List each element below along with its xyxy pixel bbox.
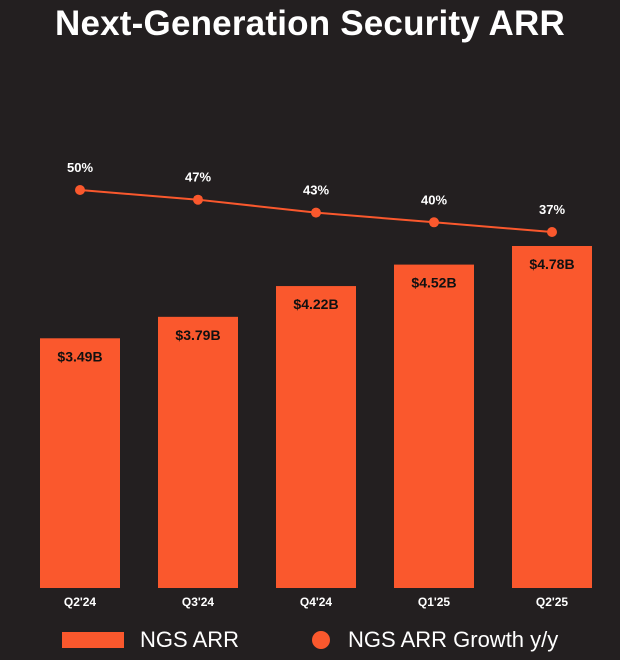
- bar-value-label-3: $4.52B: [411, 275, 456, 291]
- bar-2: [276, 286, 356, 588]
- bar-1: [158, 316, 238, 588]
- growth-value-label-3: 40%: [421, 192, 447, 207]
- category-labels-layer: Q2'24 Q3'24 Q4'24 Q1'25 Q2'25: [64, 595, 569, 609]
- growth-value-label-0: 50%: [67, 160, 93, 175]
- growth-line-layer: 50% 47% 43% 40% 37%: [67, 160, 565, 237]
- growth-point-0: [75, 185, 85, 195]
- growth-value-label-1: 47%: [185, 170, 211, 185]
- bar-4: [512, 246, 592, 588]
- bar-value-label-0: $3.49B: [57, 348, 102, 364]
- growth-point-1: [193, 194, 203, 205]
- bar-value-label-4: $4.78B: [529, 256, 574, 272]
- growth-value-label-4: 37%: [539, 202, 565, 217]
- category-label-0: Q2'24: [64, 595, 97, 609]
- chart-area: $3.49B $3.79B $4.22B $4.52B $4.78B 50% 47% 43%…: [40, 160, 592, 609]
- legend-item-ngs-arr: NGS ARR: [62, 620, 239, 660]
- legend-label-ngs-arr: NGS ARR: [140, 627, 240, 652]
- growth-point-4: [547, 227, 557, 237]
- legend-dot-swatch: [312, 631, 330, 649]
- legend-item-growth: NGS ARR Growth y/y: [312, 620, 558, 660]
- growth-point-3: [429, 217, 439, 228]
- category-label-4: Q2'25: [536, 595, 569, 609]
- bar-3: [394, 264, 474, 588]
- legend-bar-swatch: [62, 632, 124, 648]
- chart-title: Next-Generation Security ARR: [55, 4, 565, 43]
- bar-value-label-2: $4.22B: [293, 296, 338, 312]
- growth-point-2: [311, 207, 321, 218]
- bars-layer: $3.49B $3.79B $4.22B $4.52B $4.78B: [40, 246, 592, 588]
- growth-value-label-2: 43%: [303, 183, 329, 198]
- category-label-3: Q1'25: [418, 595, 451, 609]
- category-label-1: Q3'24: [182, 595, 215, 609]
- legend-label-growth: NGS ARR Growth y/y: [348, 627, 559, 652]
- bar-value-label-1: $3.79B: [175, 327, 220, 343]
- category-label-2: Q4'24: [300, 595, 333, 609]
- bar-0: [40, 338, 120, 588]
- legend: NGS ARR NGS ARR Growth y/y: [0, 620, 620, 660]
